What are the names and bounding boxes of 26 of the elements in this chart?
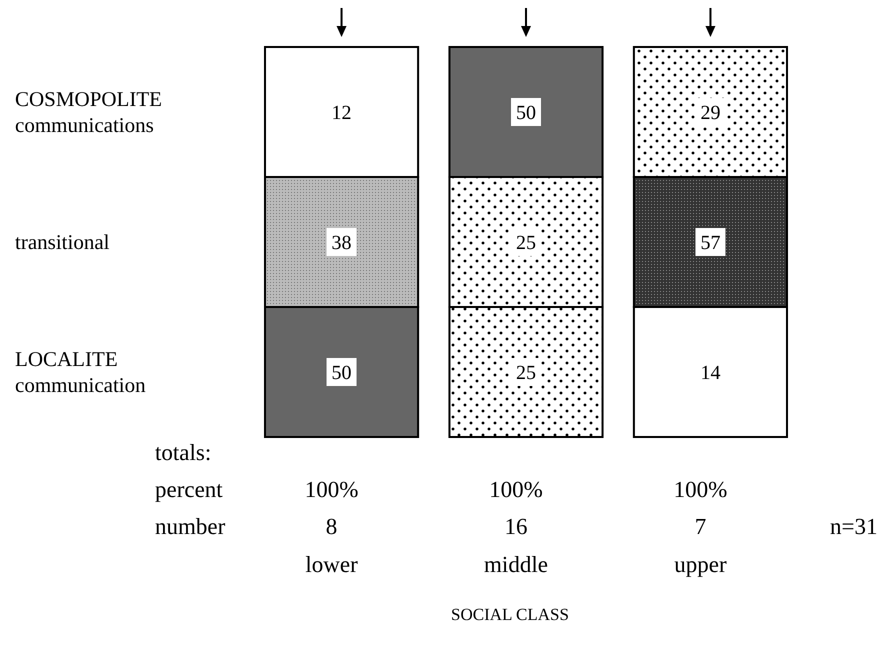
x-axis-title: SOCIAL CLASS <box>451 605 569 624</box>
text: 8 <box>326 514 338 539</box>
text: 16 <box>504 514 528 539</box>
data-label: 57 <box>700 232 720 254</box>
data-label: 50 <box>516 102 536 124</box>
data-label: 25 <box>516 362 536 384</box>
data-label: 12 <box>332 102 352 124</box>
data-label: 38 <box>332 232 352 254</box>
data-label: 29 <box>700 102 720 124</box>
y-tick-label: COSMOPOLITE communications <box>15 87 162 137</box>
text: totals: <box>155 440 212 465</box>
text: percent <box>155 477 224 502</box>
data-label: 50 <box>332 362 352 384</box>
text: 100% <box>489 477 543 502</box>
data-label: 25 <box>516 232 536 254</box>
text: 100% <box>304 477 358 502</box>
data-label: 14 <box>700 362 720 384</box>
y-tick-label: LOCALITE communication <box>15 347 146 397</box>
y-tick-label: transitional <box>15 230 110 254</box>
x-tick-label: lower <box>305 552 358 577</box>
x-tick-label: middle <box>484 552 548 577</box>
text: number <box>155 514 226 539</box>
text: 7 <box>694 514 706 539</box>
text: 100% <box>674 477 728 502</box>
text: n=31 <box>830 514 878 539</box>
x-tick-label: upper <box>674 552 727 577</box>
